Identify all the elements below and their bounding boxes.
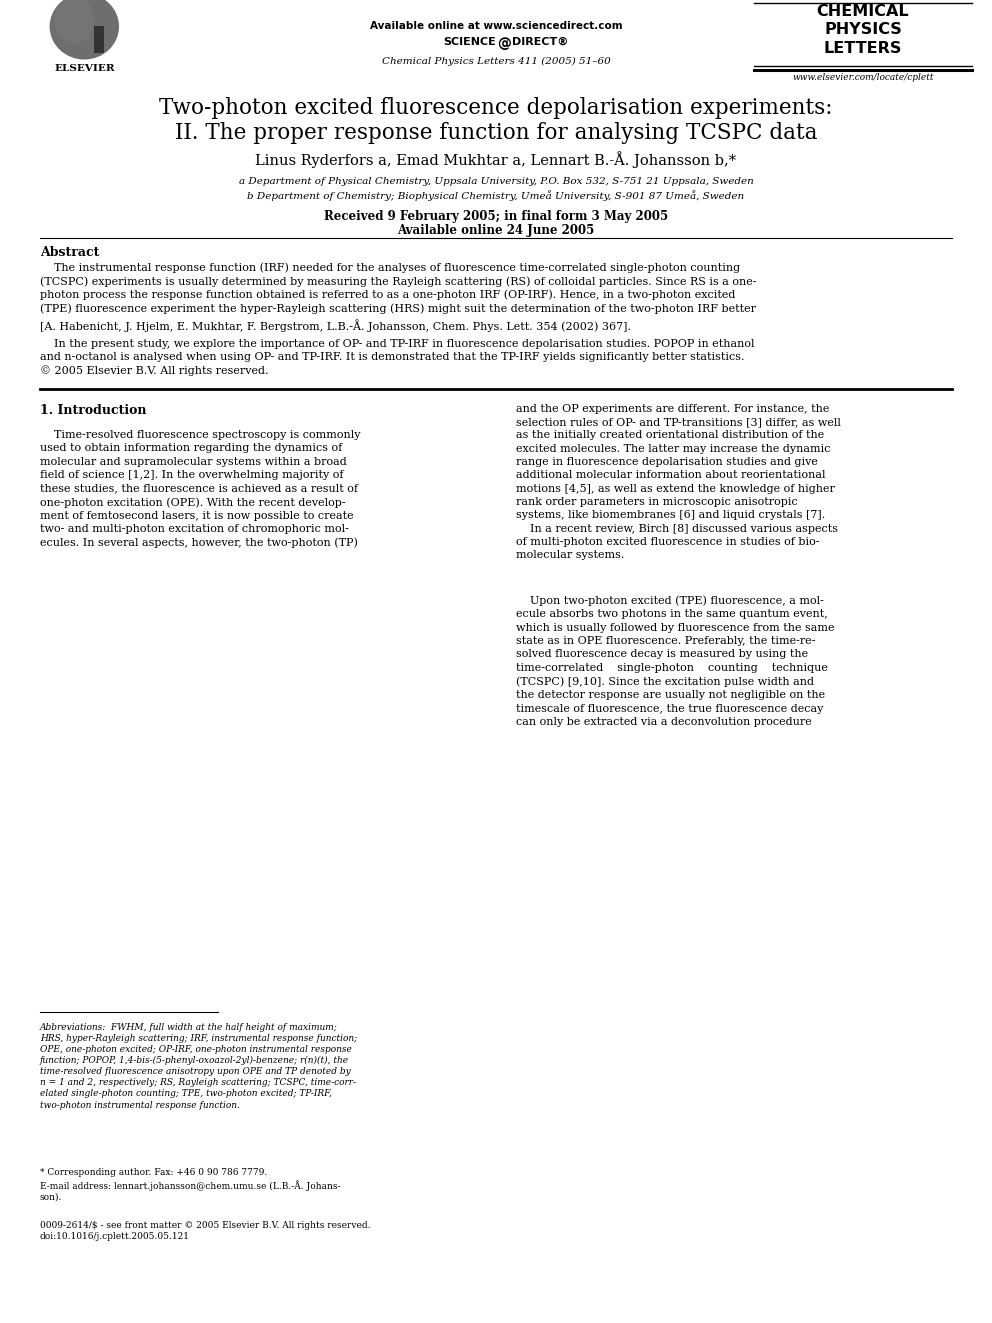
Text: LETTERS: LETTERS: [823, 41, 903, 56]
Text: * Corresponding author. Fax: +46 0 90 786 7779.: * Corresponding author. Fax: +46 0 90 78…: [40, 1168, 267, 1177]
Text: Available online at www.sciencedirect.com: Available online at www.sciencedirect.co…: [370, 21, 622, 32]
Text: II. The proper response function for analysing TCSPC data: II. The proper response function for ana…: [175, 122, 817, 144]
Text: www.elsevier.com/locate/cplett: www.elsevier.com/locate/cplett: [793, 73, 933, 82]
Text: Available online 24 June 2005: Available online 24 June 2005: [398, 224, 594, 237]
Text: PHYSICS: PHYSICS: [824, 22, 902, 37]
Ellipse shape: [50, 0, 119, 60]
Text: and the OP experiments are different. For instance, the
selection rules of OP- a: and the OP experiments are different. Fo…: [516, 404, 840, 561]
Bar: [94, 26, 104, 53]
Text: The instrumental response function (IRF) needed for the analyses of fluorescence: The instrumental response function (IRF)…: [40, 262, 756, 332]
Text: a Department of Physical Chemistry, Uppsala University, P.O. Box 532, S-751 21 U: a Department of Physical Chemistry, Upps…: [239, 177, 753, 187]
Text: b Department of Chemistry; Biophysical Chemistry, Umeå University, S-901 87 Umeå: b Department of Chemistry; Biophysical C…: [247, 191, 745, 201]
Ellipse shape: [55, 0, 94, 42]
Text: SCIENCE: SCIENCE: [443, 37, 496, 48]
Text: 0009-2614/$ - see front matter © 2005 Elsevier B.V. All rights reserved.
doi:10.: 0009-2614/$ - see front matter © 2005 El…: [40, 1221, 370, 1241]
Text: @: @: [497, 37, 511, 52]
Text: Two-photon excited fluorescence depolarisation experiments:: Two-photon excited fluorescence depolari…: [160, 97, 832, 119]
Text: Abbreviations:  FWHM, full width at the half height of maximum;
HRS, hyper-Rayle: Abbreviations: FWHM, full width at the h…: [40, 1023, 357, 1110]
Text: In the present study, we explore the importance of OP- and TP-IRF in fluorescenc: In the present study, we explore the imp…: [40, 339, 754, 376]
Text: DIRECT®: DIRECT®: [512, 37, 568, 48]
Text: Linus Ryderfors a, Emad Mukhtar a, Lennart B.-Å. Johansson b,*: Linus Ryderfors a, Emad Mukhtar a, Lenna…: [255, 151, 737, 168]
Text: E-mail address: lennart.johansson@chem.umu.se (L.B.-Å. Johans-
son).: E-mail address: lennart.johansson@chem.u…: [40, 1180, 340, 1203]
Text: Received 9 February 2005; in final form 3 May 2005: Received 9 February 2005; in final form …: [324, 210, 668, 224]
Text: Upon two-photon excited (TPE) fluorescence, a mol-
ecule absorbs two photons in : Upon two-photon excited (TPE) fluorescen…: [516, 595, 834, 726]
Text: Abstract: Abstract: [40, 246, 99, 259]
Text: Time-resolved fluorescence spectroscopy is commonly
used to obtain information r: Time-resolved fluorescence spectroscopy …: [40, 430, 360, 549]
Text: ELSEVIER: ELSEVIER: [54, 64, 115, 73]
Text: 1. Introduction: 1. Introduction: [40, 404, 146, 417]
Text: CHEMICAL: CHEMICAL: [816, 4, 910, 19]
Text: Chemical Physics Letters 411 (2005) 51–60: Chemical Physics Letters 411 (2005) 51–6…: [382, 57, 610, 66]
